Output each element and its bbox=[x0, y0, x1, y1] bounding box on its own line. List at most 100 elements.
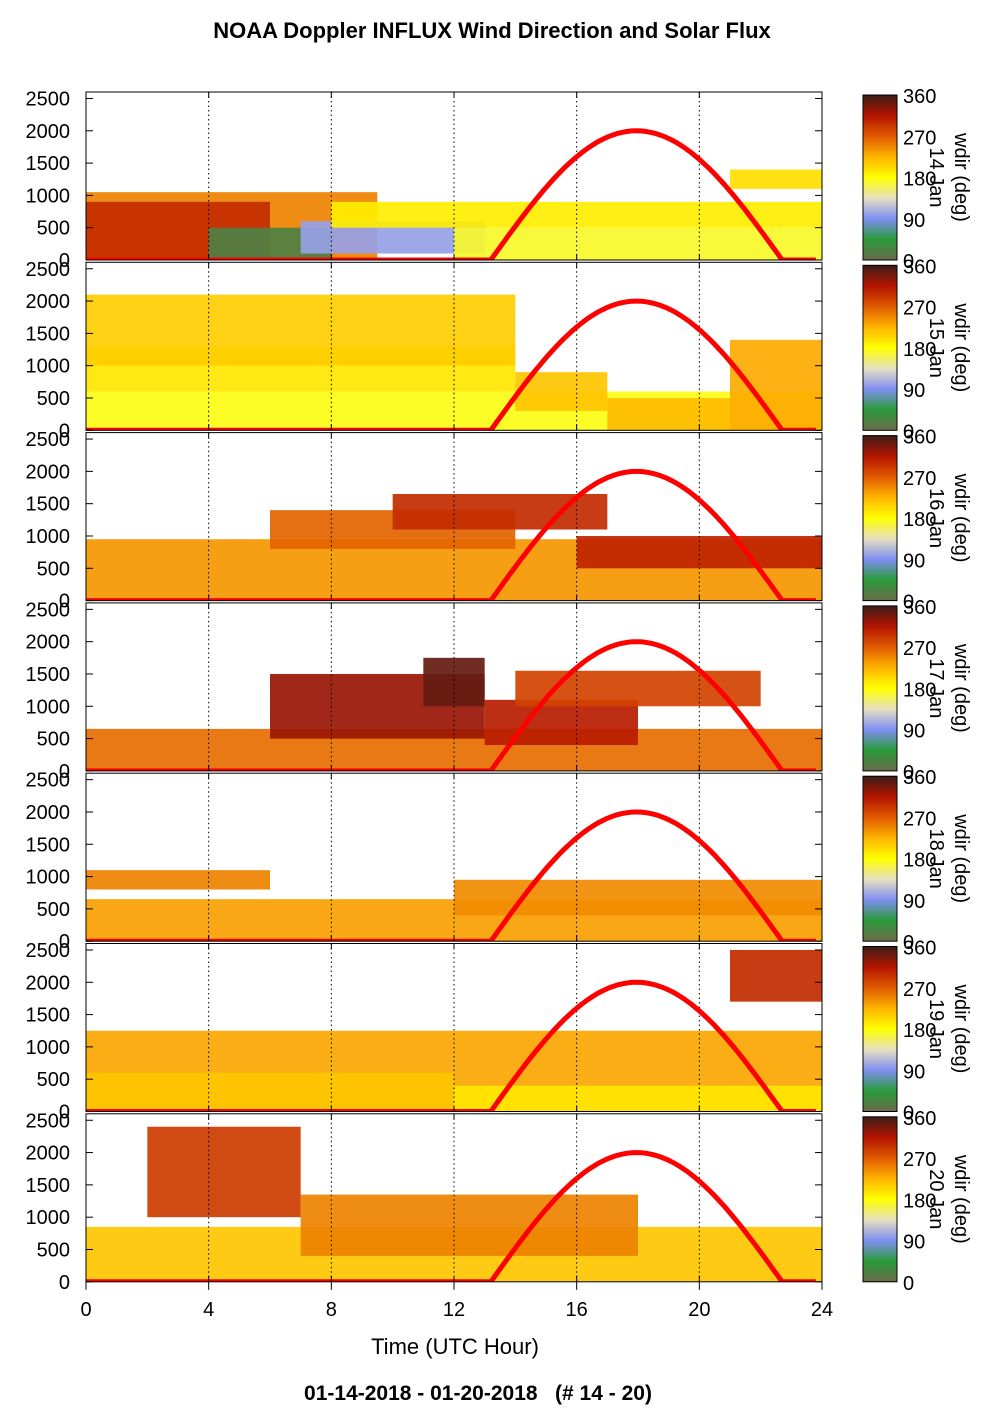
panel-data-layer bbox=[86, 949, 822, 1112]
colorbar-label: wdir (deg) bbox=[950, 984, 972, 1074]
x-tick-label: 8 bbox=[326, 1299, 337, 1321]
colorbar bbox=[862, 264, 898, 431]
colorbar-tick-label: 180 bbox=[903, 1020, 936, 1042]
y-tick-label: 2500 bbox=[26, 88, 71, 110]
y-tick-label: 1000 bbox=[26, 1207, 71, 1229]
solar-flux-curve bbox=[86, 128, 816, 260]
y-tick-label: 500 bbox=[37, 1069, 70, 1091]
y-tick-label: 2000 bbox=[26, 461, 71, 483]
y-tick-label: 1500 bbox=[26, 153, 71, 175]
colorbar-tick-label: 270 bbox=[903, 298, 936, 320]
colorbar-tick-label: 180 bbox=[903, 1190, 936, 1212]
solar-flux-curve bbox=[86, 979, 816, 1112]
y-tick-label: 0 bbox=[59, 420, 70, 442]
y-tick-label: 1500 bbox=[26, 1005, 71, 1027]
y-tick-label: 1500 bbox=[26, 664, 71, 686]
y-tick-label: 500 bbox=[37, 899, 70, 921]
y-tick-label: 2500 bbox=[26, 1110, 71, 1132]
panel-day-label: 18 Jan bbox=[925, 829, 947, 889]
wind-region bbox=[607, 397, 730, 431]
wind-region bbox=[147, 1126, 301, 1218]
y-tick-label: 1000 bbox=[26, 185, 71, 207]
colorbar-label: wdir (deg) bbox=[950, 643, 972, 733]
panel-data-layer bbox=[86, 870, 822, 942]
colorbar-tick-label: 0 bbox=[903, 251, 914, 273]
panel-day-label: 17 Jan bbox=[925, 658, 947, 718]
colorbar-tick-label: 90 bbox=[903, 1232, 925, 1254]
panel-2: 0 500 1000 1500 2000 2500 0 90 180 270 360 wdir (de… bbox=[26, 256, 973, 443]
y-tick-label: 2500 bbox=[26, 259, 71, 281]
colorbar-tick-label: 90 bbox=[903, 1061, 925, 1083]
solar-flux-curve bbox=[86, 1150, 816, 1282]
solar-flux-curve bbox=[86, 809, 816, 942]
colorbar-tick-label: 270 bbox=[903, 979, 936, 1001]
panel-6: 0 500 1000 1500 2000 2500 0 90 180 270 360 wdir (de… bbox=[26, 938, 973, 1125]
colorbar-tick-label: 360 bbox=[903, 256, 936, 278]
wind-region bbox=[730, 169, 822, 189]
colorbar bbox=[862, 775, 898, 942]
colorbar-tick-label: 90 bbox=[903, 380, 925, 402]
y-tick-label: 2000 bbox=[26, 121, 71, 143]
colorbar-tick-label: 360 bbox=[903, 427, 936, 449]
x-tick-label: 12 bbox=[443, 1299, 465, 1321]
y-tick-label: 500 bbox=[37, 218, 70, 240]
y-tick-label: 500 bbox=[37, 729, 70, 751]
panel-1: 0 500 1000 1500 2000 2500 0 90 180 270 360 wdir (de… bbox=[26, 86, 973, 273]
colorbar-tick-label: 90 bbox=[903, 721, 925, 743]
colorbar bbox=[862, 946, 898, 1112]
x-tick-label: 20 bbox=[688, 1299, 710, 1321]
date-range-label: 01-14-2018 - 01-20-2018 (# 14 - 20) bbox=[304, 1382, 652, 1405]
colorbar-tick-label: 180 bbox=[903, 169, 936, 191]
wind-region bbox=[300, 1194, 638, 1256]
colorbar-label: wdir (deg) bbox=[950, 1154, 972, 1244]
y-tick-label: 2000 bbox=[26, 1143, 71, 1165]
colorbar bbox=[862, 435, 898, 602]
colorbar-tick-label: 360 bbox=[903, 938, 936, 960]
x-tick-label: 0 bbox=[80, 1299, 91, 1321]
chart-title: NOAA Doppler INFLUX Wind Direction and S… bbox=[213, 18, 771, 43]
wind-region bbox=[730, 949, 822, 1002]
y-tick-label: 2000 bbox=[26, 632, 71, 654]
wind-region bbox=[454, 1085, 822, 1112]
colorbar bbox=[862, 94, 898, 261]
wind-region bbox=[423, 657, 485, 707]
colorbar-tick-label: 0 bbox=[903, 592, 914, 614]
panel-5: 0 500 1000 1500 2000 2500 0 90 180 270 360 wdir (de… bbox=[26, 767, 973, 954]
solar-flux-curve bbox=[86, 468, 816, 601]
wind-region bbox=[484, 699, 638, 746]
panel-4: 0 500 1000 1500 2000 2500 0 90 180 270 360 wdir (de… bbox=[26, 597, 973, 784]
colorbar-label: wdir (deg) bbox=[950, 132, 972, 222]
y-tick-label: 1000 bbox=[26, 867, 71, 889]
y-tick-label: 1500 bbox=[26, 323, 71, 345]
colorbar-tick-label: 90 bbox=[903, 210, 925, 232]
colorbar-tick-label: 180 bbox=[903, 850, 936, 872]
colorbar-tick-label: 270 bbox=[903, 468, 936, 490]
colorbar-tick-label: 0 bbox=[903, 1273, 914, 1295]
colorbar-label: wdir (deg) bbox=[950, 473, 972, 563]
colorbar-tick-label: 360 bbox=[903, 86, 936, 108]
solar-flux-curve bbox=[86, 298, 816, 431]
colorbar-label: wdir (deg) bbox=[950, 813, 972, 903]
solar-flux-curve bbox=[86, 639, 816, 771]
colorbar-tick-label: 0 bbox=[903, 421, 914, 443]
colorbar bbox=[862, 605, 898, 772]
x-tick-label: 16 bbox=[566, 1299, 588, 1321]
y-tick-label: 0 bbox=[59, 250, 70, 272]
colorbar-tick-label: 90 bbox=[903, 550, 925, 572]
colorbar-tick-label: 180 bbox=[903, 509, 936, 531]
colorbar-tick-label: 0 bbox=[903, 762, 914, 784]
x-axis: 0 4 8 12 16 20 24 bbox=[80, 1281, 833, 1321]
colorbar-tick-label: 360 bbox=[903, 1108, 936, 1130]
y-tick-label: 2500 bbox=[26, 940, 71, 962]
colorbar-tick-label: 90 bbox=[903, 891, 925, 913]
colorbar-tick-label: 270 bbox=[903, 1149, 936, 1171]
y-tick-label: 1000 bbox=[26, 526, 71, 548]
wind-region bbox=[86, 1072, 454, 1112]
panel-day-label: 19 Jan bbox=[925, 999, 947, 1059]
y-tick-label: 2000 bbox=[26, 972, 71, 994]
colorbar-label: wdir (deg) bbox=[950, 302, 972, 392]
colorbar-tick-label: 0 bbox=[903, 1103, 914, 1125]
panel-day-label: 20 Jan bbox=[925, 1169, 947, 1229]
